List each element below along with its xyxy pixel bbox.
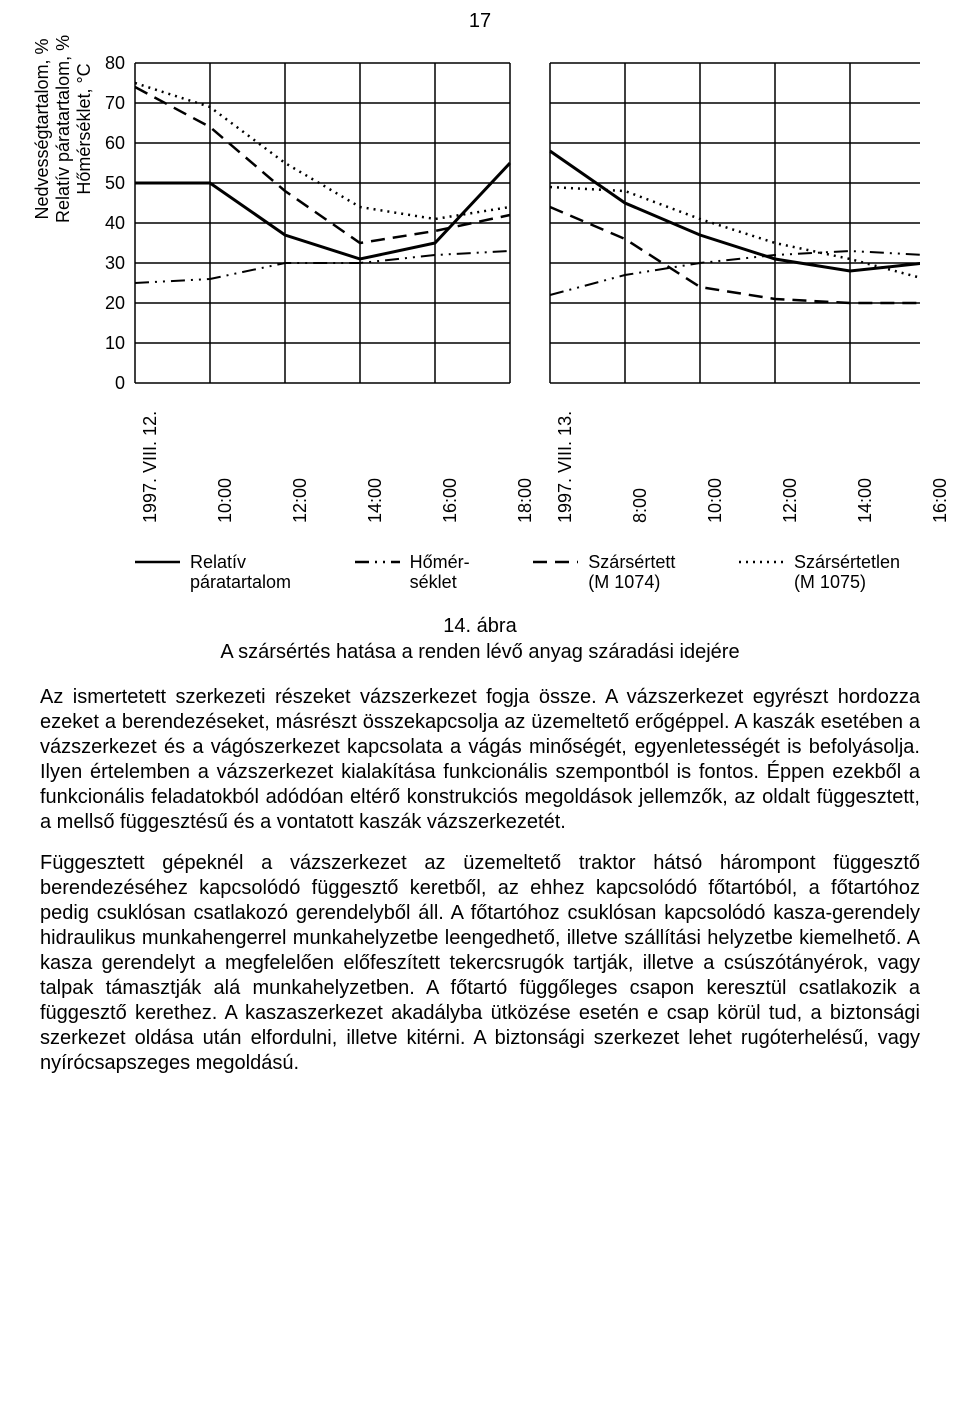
x-tick-label: 14:00 xyxy=(365,478,386,523)
svg-text:30: 30 xyxy=(105,253,125,273)
chart-figure: Nedvességtartalom, % Relatív páratartalo… xyxy=(40,43,920,403)
x-tick-label: 8:00 xyxy=(630,488,651,523)
legend-label: Szársértett(M 1074) xyxy=(588,553,675,593)
x-tick-label: 14:00 xyxy=(855,478,876,523)
page-number: 17 xyxy=(40,10,920,33)
y-axis-labels: Nedvességtartalom, % Relatív páratartalo… xyxy=(32,35,95,223)
svg-text:60: 60 xyxy=(105,133,125,153)
x-tick-label: 16:00 xyxy=(440,478,461,523)
x-tick-label: 12:00 xyxy=(780,478,801,523)
legend-item: Hőmér-séklet xyxy=(355,553,470,593)
x-tick-label: 12:00 xyxy=(290,478,311,523)
x-tick-label: 1997. VIII. 12. xyxy=(140,411,161,523)
legend-item: Relatívpáratartalom xyxy=(135,553,291,593)
figure-caption: 14. ábra A szársértés hatása a renden lé… xyxy=(40,613,920,665)
svg-text:0: 0 xyxy=(115,373,125,393)
ylabel-1: Nedvességtartalom, % xyxy=(32,38,52,219)
caption-line-2: A szársértés hatása a renden lévő anyag … xyxy=(220,641,739,663)
paragraph-1: Az ismertetett szerkezeti részeket vázsz… xyxy=(40,685,920,835)
x-tick-label: 10:00 xyxy=(705,478,726,523)
legend-item: Szársértetlen(M 1075) xyxy=(739,553,900,593)
svg-text:40: 40 xyxy=(105,213,125,233)
legend-label: Hőmér-séklet xyxy=(410,553,470,593)
svg-text:50: 50 xyxy=(105,173,125,193)
svg-text:10: 10 xyxy=(105,333,125,353)
caption-line-1: 14. ábra xyxy=(443,615,516,637)
x-axis-labels: 1997. VIII. 12. 10:00 12:00 14:00 16:00 18:00… xyxy=(40,413,920,533)
x-tick-label: 16:00 xyxy=(930,478,951,523)
legend-item: Szársértett(M 1074) xyxy=(533,553,675,593)
chart-svg: 0 10 20 30 40 50 60 70 80 xyxy=(40,43,920,403)
svg-text:80: 80 xyxy=(105,53,125,73)
x-tick-label: 18:00 xyxy=(515,478,536,523)
legend-label: Relatívpáratartalom xyxy=(190,553,291,593)
svg-text:20: 20 xyxy=(105,293,125,313)
ylabel-2: Relatív páratartalom, % xyxy=(53,35,73,223)
svg-text:70: 70 xyxy=(105,93,125,113)
x-tick-label: 10:00 xyxy=(215,478,236,523)
x-tick-label: 1997. VIII. 13. xyxy=(555,411,576,523)
ylabel-3: Hőmérséklet, °C xyxy=(74,63,94,194)
legend-label: Szársértetlen(M 1075) xyxy=(794,553,900,593)
chart-legend: Relatívpáratartalom Hőmér-séklet Szársérte… xyxy=(40,553,920,593)
paragraph-2: Függesztett gépeknél a vázszerkezet az ü… xyxy=(40,851,920,1076)
